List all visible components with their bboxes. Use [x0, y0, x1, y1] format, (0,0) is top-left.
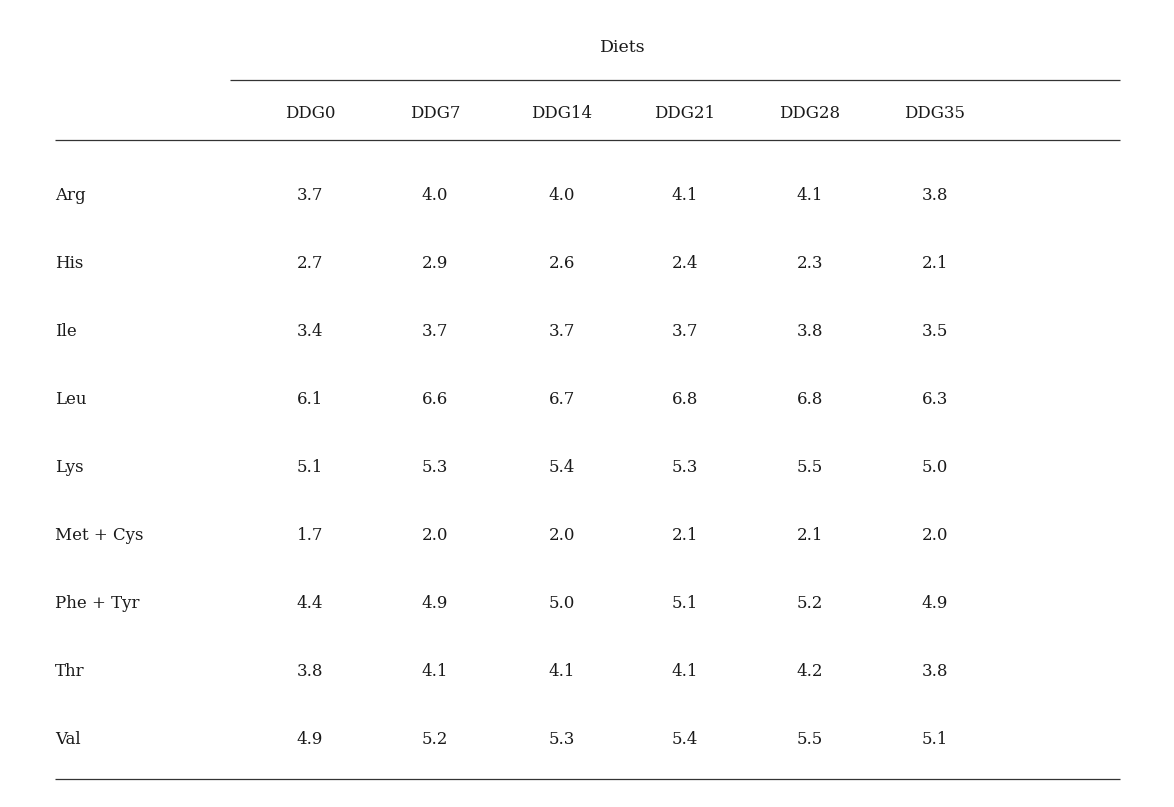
- Text: DDG7: DDG7: [410, 104, 460, 122]
- Text: 5.5: 5.5: [797, 458, 823, 475]
- Text: 6.8: 6.8: [672, 391, 699, 408]
- Text: 3.5: 3.5: [922, 323, 949, 340]
- Text: DDG28: DDG28: [780, 104, 841, 122]
- Text: 3.8: 3.8: [922, 186, 949, 203]
- Text: 2.0: 2.0: [548, 526, 575, 543]
- Text: 5.2: 5.2: [797, 595, 823, 612]
- Text: 4.0: 4.0: [421, 186, 448, 203]
- Text: 6.6: 6.6: [421, 391, 448, 408]
- Text: His: His: [55, 254, 83, 271]
- Text: 3.8: 3.8: [297, 663, 323, 679]
- Text: 4.4: 4.4: [297, 595, 323, 612]
- Text: 4.1: 4.1: [672, 663, 699, 679]
- Text: Met + Cys: Met + Cys: [55, 526, 143, 543]
- Text: 5.5: 5.5: [797, 730, 823, 747]
- Text: 2.1: 2.1: [672, 526, 699, 543]
- Text: 4.1: 4.1: [548, 663, 575, 679]
- Text: 4.0: 4.0: [548, 186, 575, 203]
- Text: 6.8: 6.8: [797, 391, 823, 408]
- Text: 5.4: 5.4: [548, 458, 575, 475]
- Text: 5.1: 5.1: [297, 458, 323, 475]
- Text: 2.4: 2.4: [672, 254, 699, 271]
- Text: 2.1: 2.1: [797, 526, 823, 543]
- Text: 3.7: 3.7: [297, 186, 323, 203]
- Text: 5.4: 5.4: [672, 730, 699, 747]
- Text: 5.3: 5.3: [548, 730, 575, 747]
- Text: 2.7: 2.7: [297, 254, 323, 271]
- Text: 4.2: 4.2: [797, 663, 823, 679]
- Text: Thr: Thr: [55, 663, 85, 679]
- Text: 5.3: 5.3: [421, 458, 448, 475]
- Text: 3.7: 3.7: [548, 323, 575, 340]
- Text: DDG0: DDG0: [285, 104, 336, 122]
- Text: 3.7: 3.7: [672, 323, 699, 340]
- Text: 5.3: 5.3: [672, 458, 699, 475]
- Text: 4.1: 4.1: [421, 663, 448, 679]
- Text: DDG35: DDG35: [904, 104, 965, 122]
- Text: Leu: Leu: [55, 391, 87, 408]
- Text: 1.7: 1.7: [297, 526, 323, 543]
- Text: 2.9: 2.9: [421, 254, 448, 271]
- Text: 5.0: 5.0: [922, 458, 949, 475]
- Text: 4.1: 4.1: [797, 186, 823, 203]
- Text: 4.1: 4.1: [672, 186, 699, 203]
- Text: 3.4: 3.4: [297, 323, 323, 340]
- Text: 6.3: 6.3: [922, 391, 949, 408]
- Text: 3.8: 3.8: [797, 323, 823, 340]
- Text: 5.0: 5.0: [548, 595, 575, 612]
- Text: 5.2: 5.2: [421, 730, 448, 747]
- Text: 2.1: 2.1: [922, 254, 949, 271]
- Text: 2.3: 2.3: [797, 254, 823, 271]
- Text: 6.1: 6.1: [297, 391, 323, 408]
- Text: Val: Val: [55, 730, 81, 747]
- Text: Ile: Ile: [55, 323, 76, 340]
- Text: 6.7: 6.7: [548, 391, 575, 408]
- Text: 4.9: 4.9: [421, 595, 448, 612]
- Text: Diets: Diets: [600, 40, 646, 56]
- Text: 4.9: 4.9: [922, 595, 949, 612]
- Text: Arg: Arg: [55, 186, 86, 203]
- Text: 3.8: 3.8: [922, 663, 949, 679]
- Text: 3.7: 3.7: [421, 323, 448, 340]
- Text: 2.0: 2.0: [421, 526, 448, 543]
- Text: 5.1: 5.1: [672, 595, 699, 612]
- Text: 2.0: 2.0: [922, 526, 949, 543]
- Text: 2.6: 2.6: [548, 254, 575, 271]
- Text: DDG14: DDG14: [532, 104, 593, 122]
- Text: 4.9: 4.9: [297, 730, 323, 747]
- Text: DDG21: DDG21: [654, 104, 716, 122]
- Text: Phe + Tyr: Phe + Tyr: [55, 595, 140, 612]
- Text: Lys: Lys: [55, 458, 83, 475]
- Text: 5.1: 5.1: [922, 730, 949, 747]
